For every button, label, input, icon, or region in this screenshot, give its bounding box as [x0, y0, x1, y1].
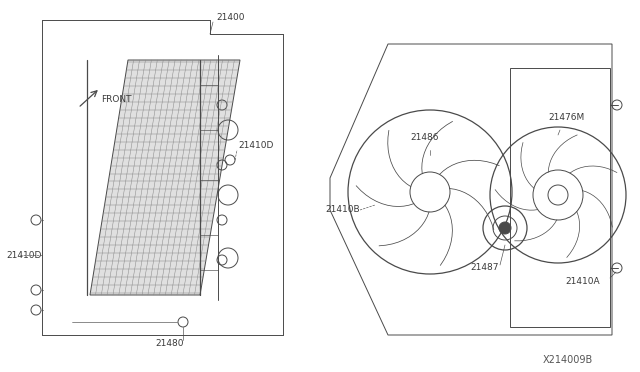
Text: 21487: 21487: [470, 263, 499, 273]
Text: 21410B: 21410B: [325, 205, 360, 215]
Text: 21410D: 21410D: [6, 250, 42, 260]
Text: 21410D: 21410D: [238, 141, 273, 150]
Text: 21400: 21400: [216, 13, 244, 22]
Text: 21410A: 21410A: [565, 278, 600, 286]
Text: FRONT: FRONT: [101, 96, 131, 105]
Text: 21476M: 21476M: [548, 113, 584, 122]
Polygon shape: [90, 60, 240, 295]
Text: 21486: 21486: [410, 134, 438, 142]
Text: 21480: 21480: [155, 340, 184, 349]
Text: X214009B: X214009B: [543, 355, 593, 365]
Circle shape: [499, 222, 511, 234]
Bar: [510, 68, 610, 327]
